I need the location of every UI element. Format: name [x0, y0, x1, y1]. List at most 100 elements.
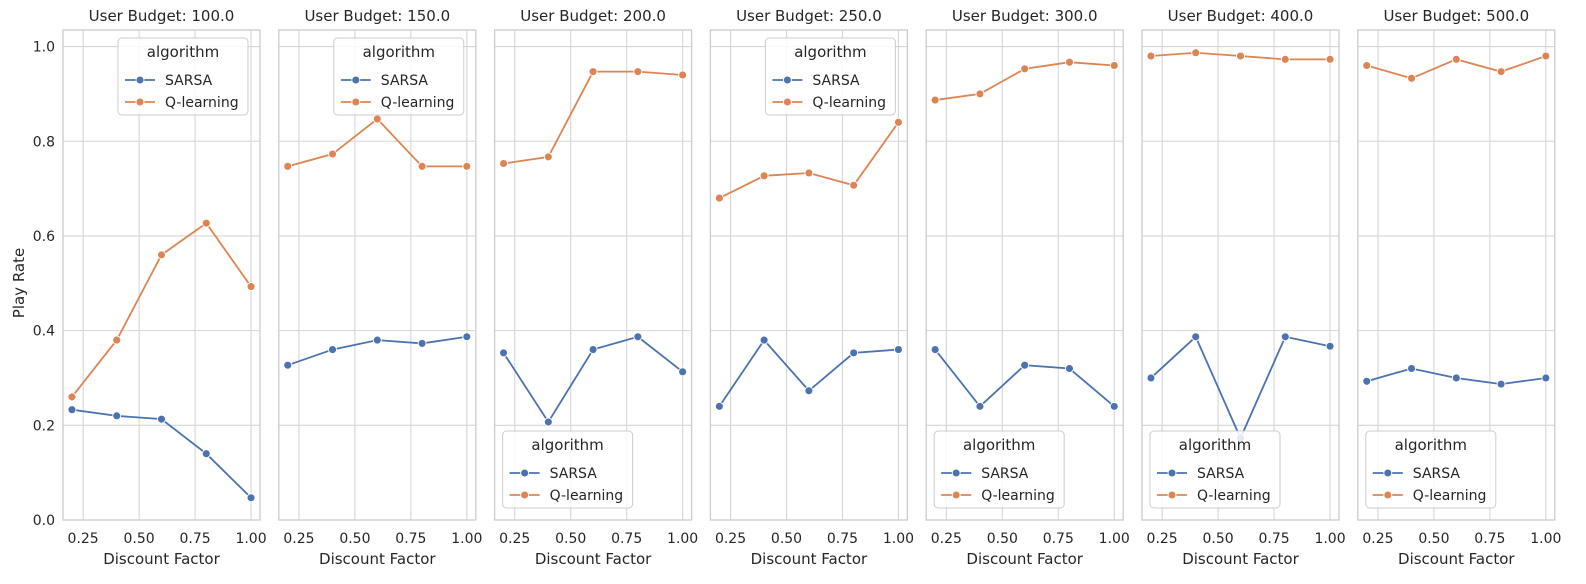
subplot-title: User Budget: 250.0: [736, 7, 882, 25]
data-point: [678, 70, 688, 80]
legend-marker: [951, 490, 961, 500]
legend-box: [764, 37, 896, 116]
legend-marker: [135, 97, 145, 107]
data-point: [1407, 364, 1416, 373]
legend-marker: [782, 97, 792, 107]
data-point: [633, 332, 643, 342]
data-point: [1146, 51, 1156, 61]
x-tick-label: 1.00: [1099, 531, 1130, 547]
subplot-5: 0.25 0.50 0.75 1.00 User Budget: 300.0 Discou…: [925, 7, 1130, 568]
data-point: [759, 171, 769, 181]
x-tick-label: 0.50: [1203, 531, 1234, 547]
legend-marker: [351, 97, 361, 107]
data-point: [157, 250, 166, 260]
data-point: [678, 367, 688, 377]
x-tick-label: 0.75: [179, 531, 210, 547]
x-axis-label: Discount Factor: [966, 550, 1083, 568]
subplot-4: 0.25 0.50 0.75 1.00 User Budget: 250.0 Discou…: [709, 7, 914, 568]
data-point: [246, 493, 256, 503]
legend-box: [333, 37, 465, 116]
legend: algorithm SARSA Q-learning: [1149, 430, 1281, 509]
y-tick-label: 0.8: [33, 134, 55, 150]
series-line-sarsa: [934, 349, 1115, 408]
data-point: [543, 152, 553, 162]
data-point: [588, 345, 598, 355]
x-axis-label: Discount Factor: [319, 550, 436, 568]
x-tick-label: 0.75: [395, 531, 426, 547]
data-point: [1451, 54, 1461, 64]
data-point: [1065, 364, 1074, 373]
data-point: [804, 168, 814, 178]
y-tick-label: 0.0: [33, 513, 55, 529]
data-point: [1109, 401, 1119, 411]
data-point: [893, 345, 903, 355]
data-point: [372, 114, 382, 124]
x-axis-label: Discount Factor: [1182, 550, 1299, 568]
data-point: [759, 335, 769, 345]
y-tick-label: 0.2: [33, 418, 55, 434]
x-tick-label: 0.50: [771, 531, 802, 547]
legend-box: [502, 430, 634, 509]
y-tick-label: 0.4: [33, 324, 55, 340]
data-point: [1496, 379, 1506, 389]
legend: algorithm SARSA Q-learning: [117, 37, 249, 116]
legend: algorithm SARSA Q-learning: [333, 37, 465, 116]
legend-entry: SARSA: [550, 466, 598, 482]
axes-frame: [278, 29, 477, 521]
y-tick-label: 1.0: [33, 40, 55, 56]
data-point: [1280, 54, 1290, 64]
legend-entry: Q-learning: [1197, 488, 1271, 504]
data-point: [893, 117, 903, 127]
data-point: [462, 332, 472, 342]
y-tick-label: 0.6: [33, 229, 55, 245]
subplot-2: 0.25 0.50 0.75 1.00 User Budget: 150.0 Discou…: [278, 7, 482, 568]
x-tick-label: 0.25: [931, 531, 962, 547]
legend-entry: Q-learning: [381, 95, 455, 111]
data-point: [462, 161, 472, 171]
legend: algorithm SARSA Q-learning: [1365, 430, 1497, 509]
subplot-7: 0.25 0.50 0.75 1.00 User Budget: 500.0 Discou…: [1357, 7, 1561, 568]
data-point: [1407, 73, 1416, 83]
data-point: [499, 348, 509, 358]
x-tick-label: 1.00: [1530, 531, 1561, 547]
data-point: [930, 345, 940, 355]
data-point: [1362, 376, 1372, 386]
subplot-1: 0.25 0.50 0.75 1.00 0.0 0.2 0.4 0.6 0.8 1.0 User B…: [33, 7, 267, 568]
data-point: [246, 282, 256, 292]
data-point: [499, 159, 509, 168]
axes-frame: [1357, 29, 1556, 521]
legend-entry: Q-learning: [165, 95, 239, 111]
subplot-title: User Budget: 100.0: [89, 7, 235, 25]
data-point: [1236, 51, 1245, 61]
x-tick-label: 0.50: [1418, 531, 1449, 547]
legend-entry: SARSA: [381, 73, 429, 89]
data-point: [1191, 48, 1201, 58]
data-point: [112, 411, 122, 421]
x-tick-label: 0.25: [715, 531, 746, 547]
data-point: [633, 67, 643, 77]
legend-marker: [1167, 490, 1177, 500]
data-point: [1020, 360, 1030, 370]
series-line-q-learning: [71, 221, 252, 398]
legend-title: algorithm: [1179, 436, 1251, 454]
x-tick-label: 0.50: [555, 531, 586, 547]
data-point: [543, 417, 553, 427]
axes-frame: [62, 29, 261, 521]
subplot-title: User Budget: 300.0: [952, 7, 1098, 25]
x-tick-label: 0.75: [827, 531, 858, 547]
data-point: [417, 161, 427, 171]
axes-frame: [1141, 29, 1340, 521]
data-point: [1109, 61, 1119, 70]
legend-entry: SARSA: [812, 73, 860, 89]
axes-frame: [925, 29, 1124, 521]
legend-entry: Q-learning: [1413, 488, 1487, 504]
data-point: [1065, 57, 1074, 67]
x-tick-label: 1.00: [235, 531, 266, 547]
subplot-3: 0.25 0.50 0.75 1.00 User Budget: 200.0 Discou…: [493, 7, 698, 568]
y-axis-label: Play Rate: [10, 248, 28, 318]
x-tick-label: 1.00: [667, 531, 698, 547]
subplot-title: User Budget: 500.0: [1383, 7, 1529, 25]
x-tick-label: 0.25: [68, 531, 99, 547]
legend-entry: SARSA: [165, 73, 213, 89]
